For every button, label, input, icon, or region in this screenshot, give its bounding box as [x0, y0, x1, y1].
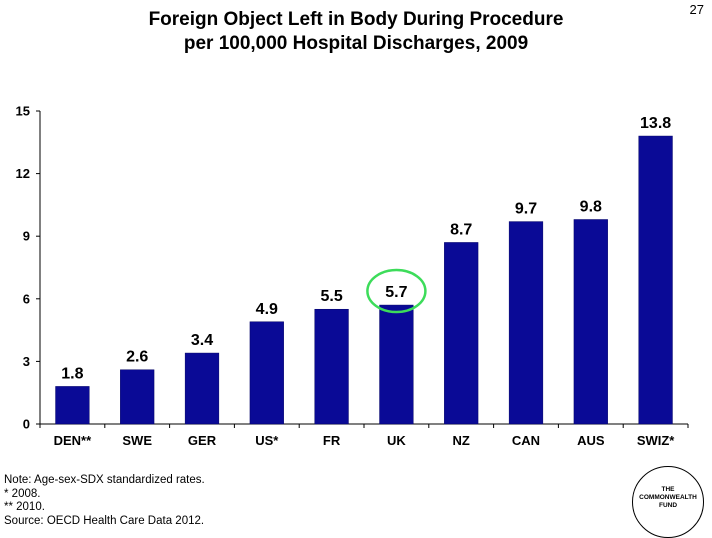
- category-label-swiz: SWIZ*: [637, 433, 675, 448]
- bar-nz: [444, 242, 479, 425]
- category-label-den: DEN**: [54, 433, 93, 448]
- value-label-uk: 5.7: [385, 284, 407, 301]
- bar-us: [249, 321, 284, 425]
- bar-can: [508, 221, 544, 425]
- chart-notes: Note: Age-sex-SDX standardized rates. * …: [4, 474, 205, 528]
- value-label-nz: 8.7: [450, 221, 472, 238]
- commonwealth-fund-logo: THE COMMONWEALTH FUND: [632, 466, 704, 538]
- bar-ger: [184, 352, 220, 425]
- y-tick-label-6: 6: [23, 291, 30, 306]
- category-label-uk: UK: [387, 433, 406, 448]
- chart-title-line-2: per 100,000 Hospital Discharges, 2009: [183, 33, 529, 54]
- bar-swiz: [638, 135, 673, 425]
- y-tick-label-12: 12: [16, 166, 30, 181]
- category-label-fr: FR: [323, 433, 341, 448]
- y-tick-label-15: 15: [16, 104, 30, 119]
- note-standardization: Note: Age-sex-SDX standardized rates.: [4, 474, 205, 486]
- category-label-nz: NZ: [453, 433, 470, 448]
- category-label-us: US*: [255, 433, 279, 448]
- category-label-swe: SWE: [122, 433, 152, 448]
- value-label-us: 4.9: [256, 301, 278, 318]
- value-label-can: 9.7: [515, 201, 537, 218]
- page-number: 27: [689, 2, 704, 17]
- category-label-can: CAN: [512, 433, 540, 448]
- category-label-aus: AUS: [577, 433, 605, 448]
- value-label-aus: 9.8: [580, 199, 602, 216]
- logo-text: THE COMMONWEALTH FUND: [639, 486, 697, 509]
- bar-swe: [120, 369, 155, 425]
- bar-den: [55, 386, 90, 425]
- value-label-den: 1.8: [61, 365, 83, 382]
- bar-chart: 0 3 6 9 12 15 1.8 DEN** 2.6 SWE 3.4 GER 4.9 US* 5.5 FR 5…: [16, 104, 689, 448]
- value-label-swiz: 13.8: [640, 115, 671, 132]
- y-tick-label-0: 0: [23, 417, 30, 432]
- chart-title: Foreign Object Left in Body During Proce…: [0, 8, 712, 56]
- note-single-asterisk: * 2008.: [4, 487, 41, 500]
- highlight-circle-uk: [366, 268, 427, 314]
- chart-title-line-1: Foreign Object Left in Body During Proce…: [148, 9, 564, 30]
- bar-aus: [573, 219, 608, 425]
- note-source: Source: OECD Health Care Data 2012.: [4, 514, 205, 527]
- y-tick-label-3: 3: [23, 354, 30, 369]
- bar-fr: [314, 308, 349, 425]
- note-double-asterisk: ** 2010.: [4, 501, 45, 513]
- y-tick-label-9: 9: [23, 229, 30, 244]
- value-label-ger: 3.4: [191, 332, 213, 349]
- category-label-ger: GER: [188, 433, 217, 448]
- bar-uk: [379, 304, 414, 425]
- value-label-fr: 5.5: [320, 288, 342, 305]
- value-label-swe: 2.6: [126, 349, 148, 366]
